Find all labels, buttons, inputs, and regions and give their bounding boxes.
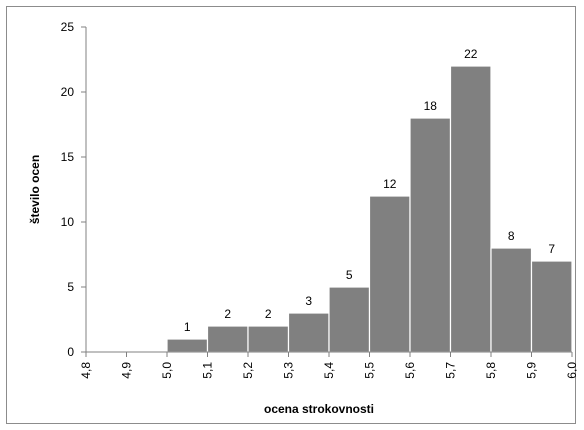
x-axis-ticks: 4,8 4,9 5,0 5,1 5,2 5,3 5,4 5,5 5,6 5,7 5,8 5,9 6,0 xyxy=(79,352,577,379)
x-tick-label: 5,0 xyxy=(160,362,174,379)
x-tick-label: 5,2 xyxy=(241,362,255,379)
x-tick-label: 4,9 xyxy=(120,362,134,379)
bar-5-9 xyxy=(530,260,573,353)
bars-layer xyxy=(166,65,573,353)
x-tick-label: 5,3 xyxy=(282,362,296,379)
bar-5-6 xyxy=(409,117,452,353)
x-tick-label: 5,5 xyxy=(363,362,377,379)
y-axis-title: število ocen xyxy=(28,155,42,224)
bar-5-3 xyxy=(287,312,330,353)
x-tick-label: 5,7 xyxy=(444,362,458,379)
y-tick-label: 5 xyxy=(67,280,74,294)
x-tick-label: 5,8 xyxy=(484,362,498,379)
x-tick-label: 5,1 xyxy=(201,362,215,379)
data-label: 7 xyxy=(548,242,555,256)
data-label: 8 xyxy=(508,229,515,243)
bar-5-1 xyxy=(206,325,249,353)
data-label: 22 xyxy=(464,47,478,61)
bar-5-5 xyxy=(368,195,411,353)
x-tick-label: 5,9 xyxy=(525,362,539,379)
y-axis-ticks: 0 5 10 15 20 25 xyxy=(61,20,86,359)
x-tick-label: 5,4 xyxy=(322,362,336,379)
y-tick-label: 10 xyxy=(61,215,75,229)
bar-5-7 xyxy=(449,65,492,353)
data-label: 5 xyxy=(346,268,353,282)
y-tick-label: 25 xyxy=(61,20,75,34)
data-label: 2 xyxy=(265,307,272,321)
data-label: 18 xyxy=(424,99,438,113)
bar-5-2 xyxy=(247,325,290,353)
bar-5-0 xyxy=(166,338,209,353)
data-label: 2 xyxy=(224,307,231,321)
bar-5-4 xyxy=(328,286,371,353)
y-tick-label: 0 xyxy=(67,345,74,359)
data-label: 1 xyxy=(184,320,191,334)
y-tick-label: 15 xyxy=(61,150,75,164)
data-label: 12 xyxy=(383,177,397,191)
data-label: 3 xyxy=(305,294,312,308)
x-tick-label: 6,0 xyxy=(565,362,577,379)
x-tick-label: 4,8 xyxy=(79,362,93,379)
y-tick-label: 20 xyxy=(61,85,75,99)
bar-5-8 xyxy=(490,247,533,353)
x-tick-label: 5,6 xyxy=(403,362,417,379)
x-axis-title: ocena strokovnosti xyxy=(264,402,374,416)
chart-frame: 0 5 10 15 20 25 4,8 4,9 5,0 5,1 5,2 5,3 5,4 5,5 5,6 5,… xyxy=(6,6,577,424)
